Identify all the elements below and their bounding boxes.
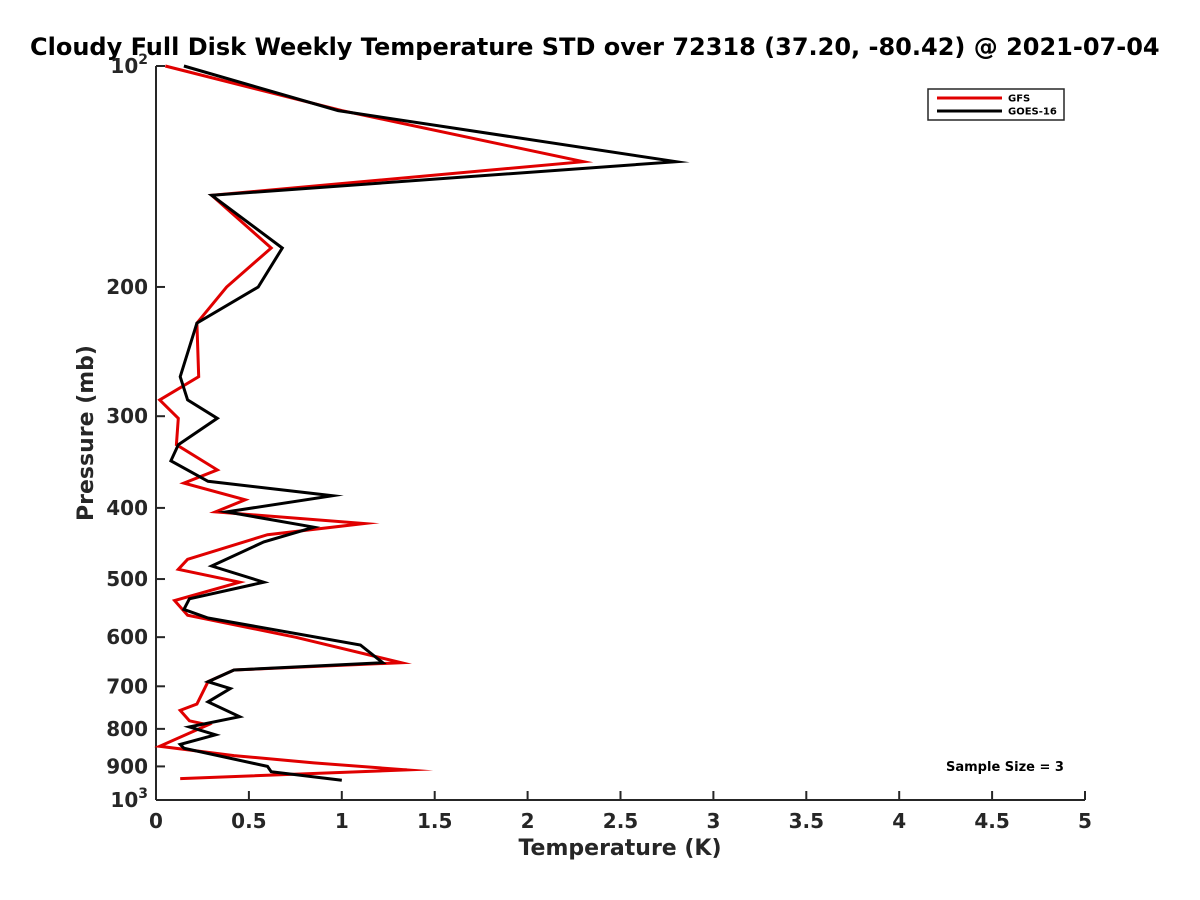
x-tick-label: 3.5 bbox=[789, 809, 824, 833]
y-tick-exponent: 3 bbox=[138, 786, 148, 802]
x-tick-label: 4 bbox=[892, 809, 906, 833]
y-tick-label: 800 bbox=[106, 717, 148, 741]
x-axis-label: Temperature (K) bbox=[518, 836, 721, 861]
y-tick-base: 10 bbox=[110, 788, 138, 812]
x-tick-label: 3 bbox=[706, 809, 720, 833]
y-tick-label: 500 bbox=[106, 567, 148, 591]
legend-label: GFS bbox=[1008, 94, 1030, 105]
series-layer bbox=[154, 64, 690, 782]
x-tick-label: 2 bbox=[521, 809, 535, 833]
y-tick-label: 700 bbox=[106, 674, 148, 698]
x-ticks: 0 0.5 1 1.5 2 2.5 3 3.5 4 4.5 5 bbox=[149, 791, 1092, 833]
y-tick-base: 700 bbox=[106, 674, 148, 698]
legend-box bbox=[927, 88, 1065, 121]
x-tick-label: 0 bbox=[149, 809, 163, 833]
x-tick-label: 1 bbox=[335, 809, 349, 833]
x-tick-label: 2.5 bbox=[603, 809, 638, 833]
series-line-goes-16 bbox=[168, 64, 690, 782]
y-tick-label: 300 bbox=[106, 404, 148, 428]
x-tick-label: 0.5 bbox=[231, 809, 266, 833]
y-tick-base: 600 bbox=[106, 625, 148, 649]
y-tick-base: 800 bbox=[106, 717, 148, 741]
y-tick-exponent: 2 bbox=[138, 52, 148, 68]
x-tick-label: 1.5 bbox=[417, 809, 452, 833]
y-tick-label: 102 bbox=[110, 52, 148, 78]
y-tick-base: 400 bbox=[106, 496, 148, 520]
y-tick-base: 200 bbox=[106, 275, 148, 299]
y-tick-base: 900 bbox=[106, 754, 148, 778]
chart-title: Cloudy Full Disk Weekly Temperature STD … bbox=[30, 33, 1160, 61]
y-tick-base: 500 bbox=[106, 567, 148, 591]
y-tick-base: 10 bbox=[110, 54, 138, 78]
sample-size-annotation: Sample Size = 3 bbox=[946, 760, 1064, 775]
y-tick-label: 900 bbox=[106, 754, 148, 778]
y-tick-base: 300 bbox=[106, 404, 148, 428]
y-tick-label: 600 bbox=[106, 625, 148, 649]
y-tick-label: 103 bbox=[110, 786, 148, 812]
x-tick-label: 4.5 bbox=[974, 809, 1009, 833]
y-axis-label: Pressure (mb) bbox=[74, 345, 99, 521]
series-line-gfs bbox=[154, 64, 594, 781]
x-tick-label: 5 bbox=[1078, 809, 1092, 833]
y-tick-label: 400 bbox=[106, 496, 148, 520]
legend: GFS GOES-16 bbox=[927, 88, 1065, 121]
y-tick-label: 200 bbox=[106, 275, 148, 299]
legend-label: GOES-16 bbox=[1008, 107, 1057, 118]
